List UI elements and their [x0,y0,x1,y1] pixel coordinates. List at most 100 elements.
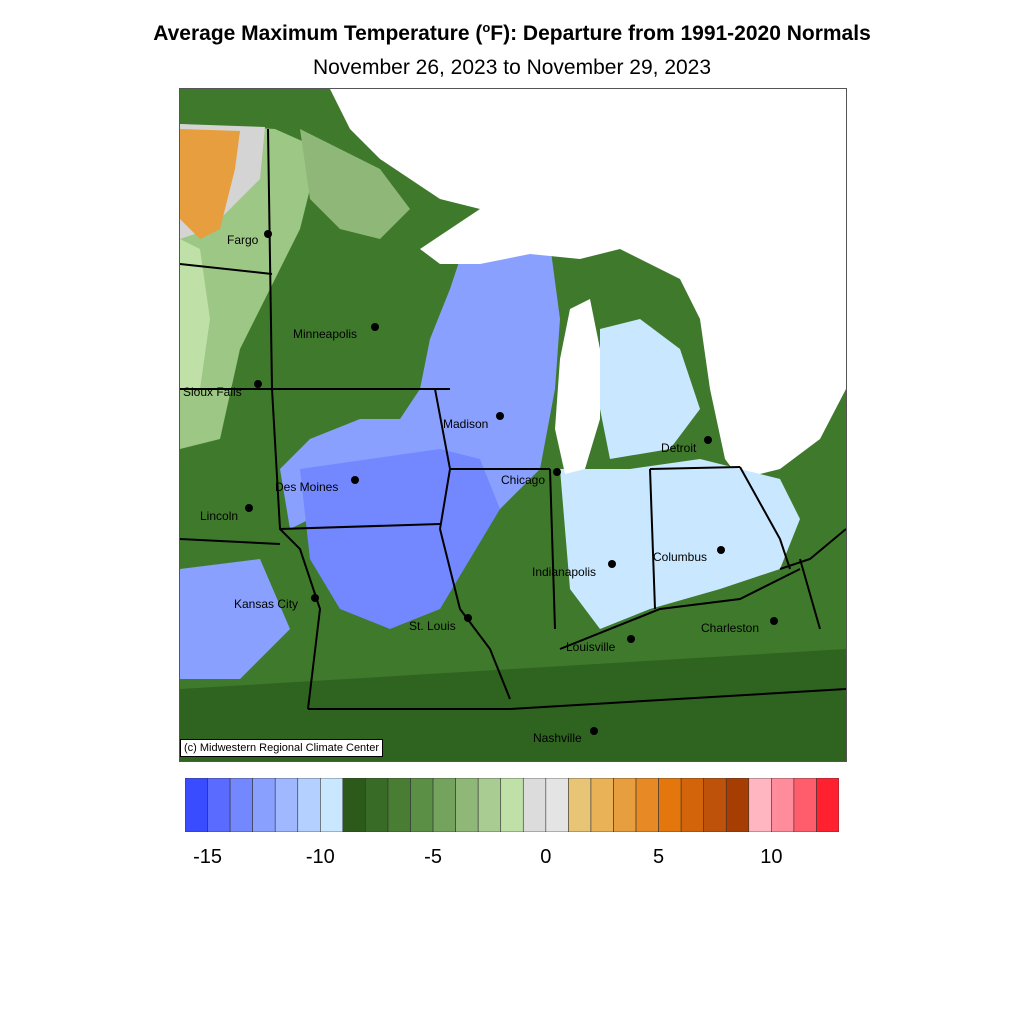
legend-swatch-2 [229,778,253,832]
legend-tick-label: 0 [540,846,552,868]
lake-superior [420,204,620,264]
legend-swatch-8 [365,778,389,832]
city-indianapolis-label: Indianapolis [532,565,596,579]
city-minneapolis: Minneapolis [293,323,379,341]
legend-swatch-28 [816,778,839,832]
city-st-louis-label: St. Louis [409,619,456,633]
city-indianapolis: Indianapolis [532,560,616,579]
legend-swatch-7 [342,778,366,832]
legend-swatch-26 [771,778,795,832]
city-detroit-label: Detroit [661,441,697,455]
city-des-moines-dot [351,476,359,484]
city-chicago-label: Chicago [501,473,545,487]
city-des-moines-label: Des Moines [275,480,338,494]
region-lightblue-indiana-ohio [560,459,800,629]
city-markers: Fargo Minneapolis Sioux Falls Madison De… [183,230,778,745]
city-chicago: Chicago [501,468,561,487]
degree-superscript: o [482,20,491,35]
region-pale-green-west [180,239,210,389]
city-st-louis-dot [464,614,472,622]
city-lincoln-label: Lincoln [200,509,238,523]
legend-tick-label: 5 [653,846,665,868]
legend-swatch-19 [613,778,637,832]
city-charleston-label: Charleston [701,621,759,635]
map-panel: Fargo Minneapolis Sioux Falls Madison De… [179,88,847,762]
legend-swatch-5 [297,778,321,832]
city-indianapolis-dot [608,560,616,568]
city-des-moines: Des Moines [275,476,359,494]
legend-swatch-15 [522,778,547,832]
state-boundaries [180,128,846,710]
legend-swatches [185,778,839,832]
map-subtitle: November 26, 2023 to November 29, 2023 [312,56,712,79]
legend-swatch-4 [274,778,299,832]
region-green-minnesota [300,129,410,239]
legend-swatch-1 [207,778,231,832]
city-louisville-dot [627,635,635,643]
legend-swatch-10 [410,778,434,832]
legend-swatch-17 [568,778,592,832]
legend-tick-label: -10 [305,846,335,868]
legend-swatch-14 [500,778,524,832]
city-columbus-label: Columbus [653,550,707,564]
city-chicago-dot [553,468,561,476]
legend-swatch-9 [387,778,411,832]
legend-swatch-3 [252,778,276,832]
legend-swatch-22 [680,778,704,832]
city-madison: Madison [443,412,504,431]
temperature-map [180,89,846,761]
city-minneapolis-label: Minneapolis [293,327,357,341]
region-orange-northwest [180,129,240,239]
legend-tick-label: 10 [760,846,783,868]
city-kansas-city-label: Kansas City [234,597,298,611]
city-lincoln: Lincoln [200,504,253,523]
region-lightblue-michigan [600,319,700,459]
city-sioux-falls: Sioux Falls [183,380,262,399]
city-nashville-dot [590,727,598,735]
city-columbus-dot [717,546,725,554]
city-sioux-falls-dot [254,380,262,388]
city-kansas-city: Kansas City [234,594,319,611]
city-charleston-dot [770,617,778,625]
city-st-louis: St. Louis [409,614,472,633]
legend-swatch-27 [793,778,817,832]
city-columbus: Columbus [653,546,725,564]
legend-swatch-18 [590,778,614,832]
legend-swatch-11 [432,778,456,832]
legend-swatch-24 [725,778,750,832]
city-fargo: Fargo [227,230,272,247]
legend-tick-label: -15 [193,846,222,868]
legend-swatch-25 [748,778,772,832]
city-kansas-city-dot [311,594,319,602]
lake-michigan [555,299,600,474]
legend-swatch-21 [658,778,682,832]
city-detroit-dot [704,436,712,444]
color-legend [185,778,839,832]
copyright-notice: (c) Midwestern Regional Climate Center [180,739,384,757]
region-canada [330,89,846,479]
region-blue-upper-midwest [280,244,560,529]
city-fargo-dot [264,230,272,238]
region-blue-core [300,449,500,629]
legend-swatch-23 [703,778,727,832]
city-minneapolis-dot [371,323,379,331]
region-dark-green-south [180,649,846,761]
map-title: Average Maximum Temperature (oF): Depart… [153,20,871,45]
city-madison-dot [496,412,504,420]
legend-swatch-13 [477,778,502,832]
legend-swatch-20 [635,778,659,832]
region-blue-kansas [180,559,290,679]
legend-tick-label: -5 [424,846,442,868]
city-nashville: Nashville [533,727,598,745]
city-detroit: Detroit [661,436,712,455]
city-louisville-label: Louisville [566,640,616,654]
city-nashville-label: Nashville [533,731,582,745]
lake-huron [700,289,830,429]
city-madison-label: Madison [443,417,488,431]
city-charleston: Charleston [701,617,778,635]
city-louisville: Louisville [566,635,635,654]
legend-swatch-16 [545,778,569,832]
city-fargo-label: Fargo [227,233,259,247]
city-sioux-falls-label: Sioux Falls [183,385,242,399]
city-lincoln-dot [245,504,253,512]
